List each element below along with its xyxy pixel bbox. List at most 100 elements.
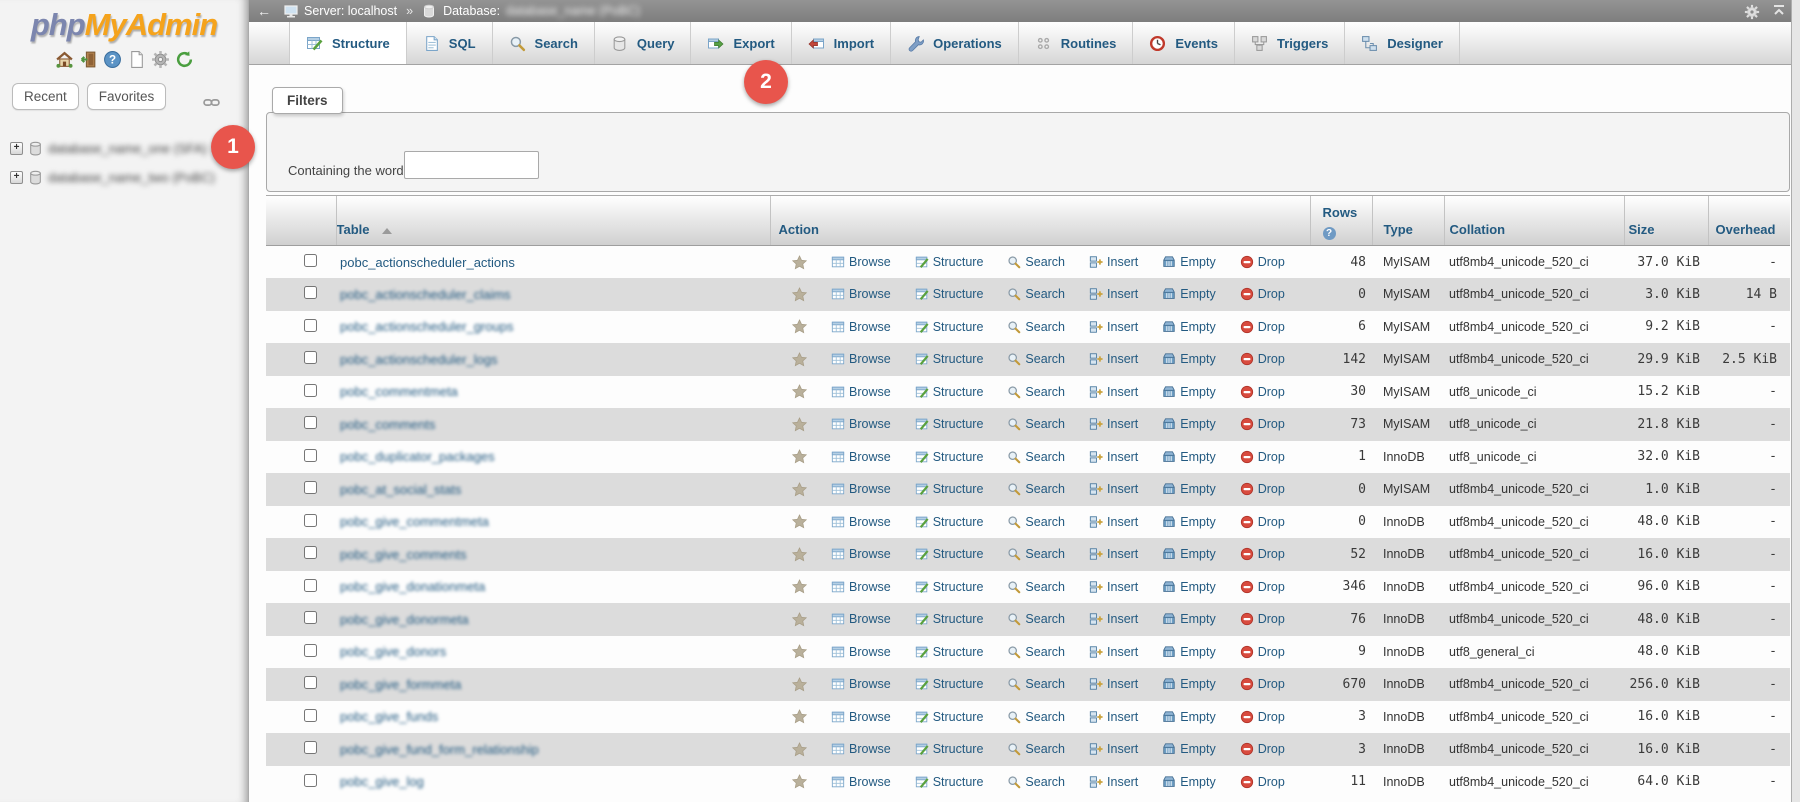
row-checkbox[interactable] — [304, 676, 317, 690]
structure-action-link[interactable]: Structure — [915, 612, 983, 626]
row-checkbox[interactable] — [304, 254, 317, 267]
row-checkbox[interactable] — [304, 481, 317, 495]
insert-action-link[interactable]: Insert — [1089, 385, 1138, 399]
favorite-star-icon[interactable] — [792, 774, 807, 789]
structure-action-link[interactable]: Structure — [915, 515, 983, 529]
row-checkbox[interactable] — [304, 318, 317, 332]
header-table[interactable]: Table — [335, 195, 770, 246]
favorite-star-icon[interactable] — [792, 384, 807, 399]
drop-action-link[interactable]: Drop — [1240, 385, 1285, 399]
empty-action-link[interactable]: Empty — [1162, 547, 1216, 561]
structure-action-link[interactable]: Structure — [915, 775, 983, 789]
empty-action-link[interactable]: Empty — [1162, 515, 1216, 529]
collapse-top-icon[interactable] — [1772, 4, 1788, 19]
search-action-link[interactable]: Search — [1007, 677, 1065, 691]
empty-action-link[interactable]: Empty — [1162, 450, 1216, 464]
table-name-link[interactable]: pobc_give_funds — [340, 709, 439, 725]
sidebar-button-recent[interactable]: Recent — [12, 83, 79, 110]
search-action-link[interactable]: Search — [1007, 742, 1065, 756]
row-checkbox[interactable] — [304, 741, 317, 755]
tree-item-database-1[interactable]: + database_name_one (SFA) — [10, 134, 248, 163]
row-checkbox[interactable] — [304, 546, 317, 560]
insert-action-link[interactable]: Insert — [1089, 580, 1138, 594]
row-checkbox[interactable] — [304, 611, 317, 625]
search-action-link[interactable]: Search — [1007, 450, 1065, 464]
row-checkbox[interactable] — [304, 643, 317, 657]
empty-action-link[interactable]: Empty — [1162, 742, 1216, 756]
help-badge-icon[interactable]: ? — [1322, 227, 1336, 240]
insert-action-link[interactable]: Insert — [1089, 417, 1138, 431]
favorite-star-icon[interactable] — [792, 676, 807, 692]
insert-action-link[interactable]: Insert — [1089, 612, 1138, 626]
search-action-link[interactable]: Search — [1007, 320, 1065, 334]
insert-action-link[interactable]: Insert — [1089, 255, 1138, 269]
table-name-link[interactable]: pobc_comments — [340, 416, 436, 432]
drop-action-link[interactable]: Drop — [1240, 742, 1285, 756]
empty-action-link[interactable]: Empty — [1162, 710, 1216, 724]
table-name-link[interactable]: pobc_give_commentmeta — [340, 514, 489, 530]
favorite-star-icon[interactable] — [792, 514, 807, 529]
browse-action-link[interactable]: Browse — [831, 287, 891, 301]
favorite-star-icon[interactable] — [792, 286, 807, 302]
search-action-link[interactable]: Search — [1007, 417, 1065, 431]
drop-action-link[interactable]: Drop — [1240, 287, 1285, 301]
gear-icon[interactable] — [1744, 4, 1760, 19]
structure-action-link[interactable]: Structure — [915, 677, 983, 691]
insert-action-link[interactable]: Insert — [1089, 547, 1138, 561]
expand-icon[interactable]: + — [10, 171, 23, 184]
empty-action-link[interactable]: Empty — [1162, 385, 1216, 399]
empty-action-link[interactable]: Empty — [1162, 320, 1216, 334]
tab-routines[interactable]: Routines — [1019, 22, 1134, 64]
drop-action-link[interactable]: Drop — [1240, 352, 1285, 366]
drop-action-link[interactable]: Drop — [1240, 677, 1285, 691]
drop-action-link[interactable]: Drop — [1240, 417, 1285, 431]
empty-action-link[interactable]: Empty — [1162, 417, 1216, 431]
search-action-link[interactable]: Search — [1007, 287, 1065, 301]
back-arrow-icon[interactable]: ← — [257, 3, 271, 19]
search-action-link[interactable]: Search — [1007, 255, 1065, 269]
vertical-scrollbar[interactable] — [1791, 0, 1800, 802]
insert-action-link[interactable]: Insert — [1089, 775, 1138, 789]
browse-action-link[interactable]: Browse — [831, 547, 891, 561]
favorite-star-icon[interactable] — [792, 644, 807, 659]
favorite-star-icon[interactable] — [792, 481, 807, 497]
browse-action-link[interactable]: Browse — [831, 482, 891, 496]
insert-action-link[interactable]: Insert — [1089, 742, 1138, 756]
favorite-star-icon[interactable] — [792, 254, 807, 270]
insert-action-link[interactable]: Insert — [1089, 515, 1138, 529]
database-name[interactable]: database_name_two (PoBC) — [48, 170, 215, 185]
favorite-star-icon[interactable] — [792, 416, 807, 432]
table-name-link[interactable]: pobc_actionscheduler_claims — [340, 286, 511, 302]
browse-action-link[interactable]: Browse — [831, 612, 891, 626]
search-action-link[interactable]: Search — [1007, 710, 1065, 724]
drop-action-link[interactable]: Drop — [1240, 255, 1285, 269]
drop-action-link[interactable]: Drop — [1240, 515, 1285, 529]
favorite-star-icon[interactable] — [792, 579, 807, 594]
browse-action-link[interactable]: Browse — [831, 352, 891, 366]
row-checkbox[interactable] — [304, 773, 317, 787]
tab-triggers[interactable]: Triggers — [1235, 22, 1346, 64]
favorite-star-icon[interactable] — [792, 709, 807, 724]
search-action-link[interactable]: Search — [1007, 547, 1065, 561]
insert-action-link[interactable]: Insert — [1089, 287, 1138, 301]
table-name-link[interactable]: pobc_duplicator_packages — [340, 449, 495, 465]
insert-action-link[interactable]: Insert — [1089, 677, 1138, 691]
browse-action-link[interactable]: Browse — [831, 515, 891, 529]
expand-icon[interactable]: + — [10, 142, 23, 155]
insert-action-link[interactable]: Insert — [1089, 352, 1138, 366]
tab-operations[interactable]: Operations — [891, 22, 1019, 64]
favorite-star-icon[interactable] — [792, 319, 807, 334]
row-checkbox[interactable] — [304, 708, 317, 722]
structure-action-link[interactable]: Structure — [915, 450, 983, 464]
table-name-link[interactable]: pobc_actionscheduler_actions — [340, 254, 515, 270]
row-checkbox[interactable] — [304, 578, 317, 592]
search-action-link[interactable]: Search — [1007, 645, 1065, 659]
drop-action-link[interactable]: Drop — [1240, 450, 1285, 464]
table-name-link[interactable]: pobc_give_formmeta — [340, 676, 462, 692]
empty-action-link[interactable]: Empty — [1162, 677, 1216, 691]
structure-action-link[interactable]: Structure — [915, 645, 983, 659]
search-action-link[interactable]: Search — [1007, 515, 1065, 529]
drop-action-link[interactable]: Drop — [1240, 547, 1285, 561]
filter-word-input[interactable] — [404, 151, 539, 179]
settings-icon[interactable] — [151, 50, 170, 69]
